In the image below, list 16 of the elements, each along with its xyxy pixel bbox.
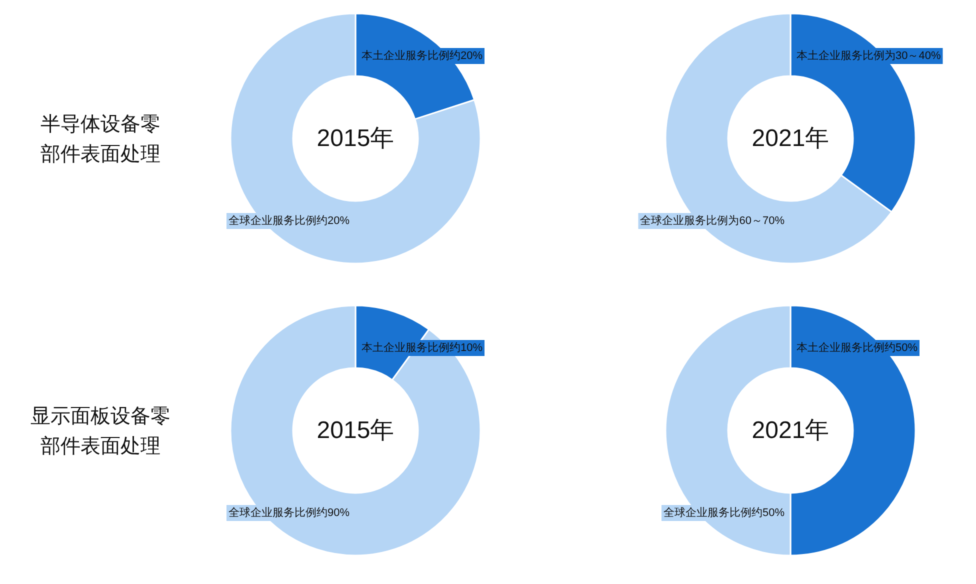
slice-label: 本土企业服务比例约10% [362, 341, 483, 354]
slice-label: 本土企业服务比例约50% [796, 341, 918, 354]
text: 半导体设备零 [40, 112, 160, 136]
slice-label: 本土企业服务比例为30～40% [796, 49, 941, 62]
slice-label: 全球企业服务比例约90% [228, 506, 350, 519]
slice-label: 全球企业服务比例约20% [228, 214, 350, 227]
text: 显示面板设备零 [30, 404, 170, 428]
slice-label: 本土企业服务比例约20% [362, 49, 483, 62]
text: 2015年 [316, 417, 394, 444]
text: 部件表面处理 [40, 142, 160, 166]
slice-label: 全球企业服务比例约50% [663, 506, 785, 519]
text: 2021年 [752, 125, 830, 152]
text: 部件表面处理 [40, 434, 160, 458]
text: 2015年 [316, 125, 394, 152]
text: 2021年 [752, 417, 830, 444]
slice-label: 全球企业服务比例为60～70% [640, 214, 785, 227]
